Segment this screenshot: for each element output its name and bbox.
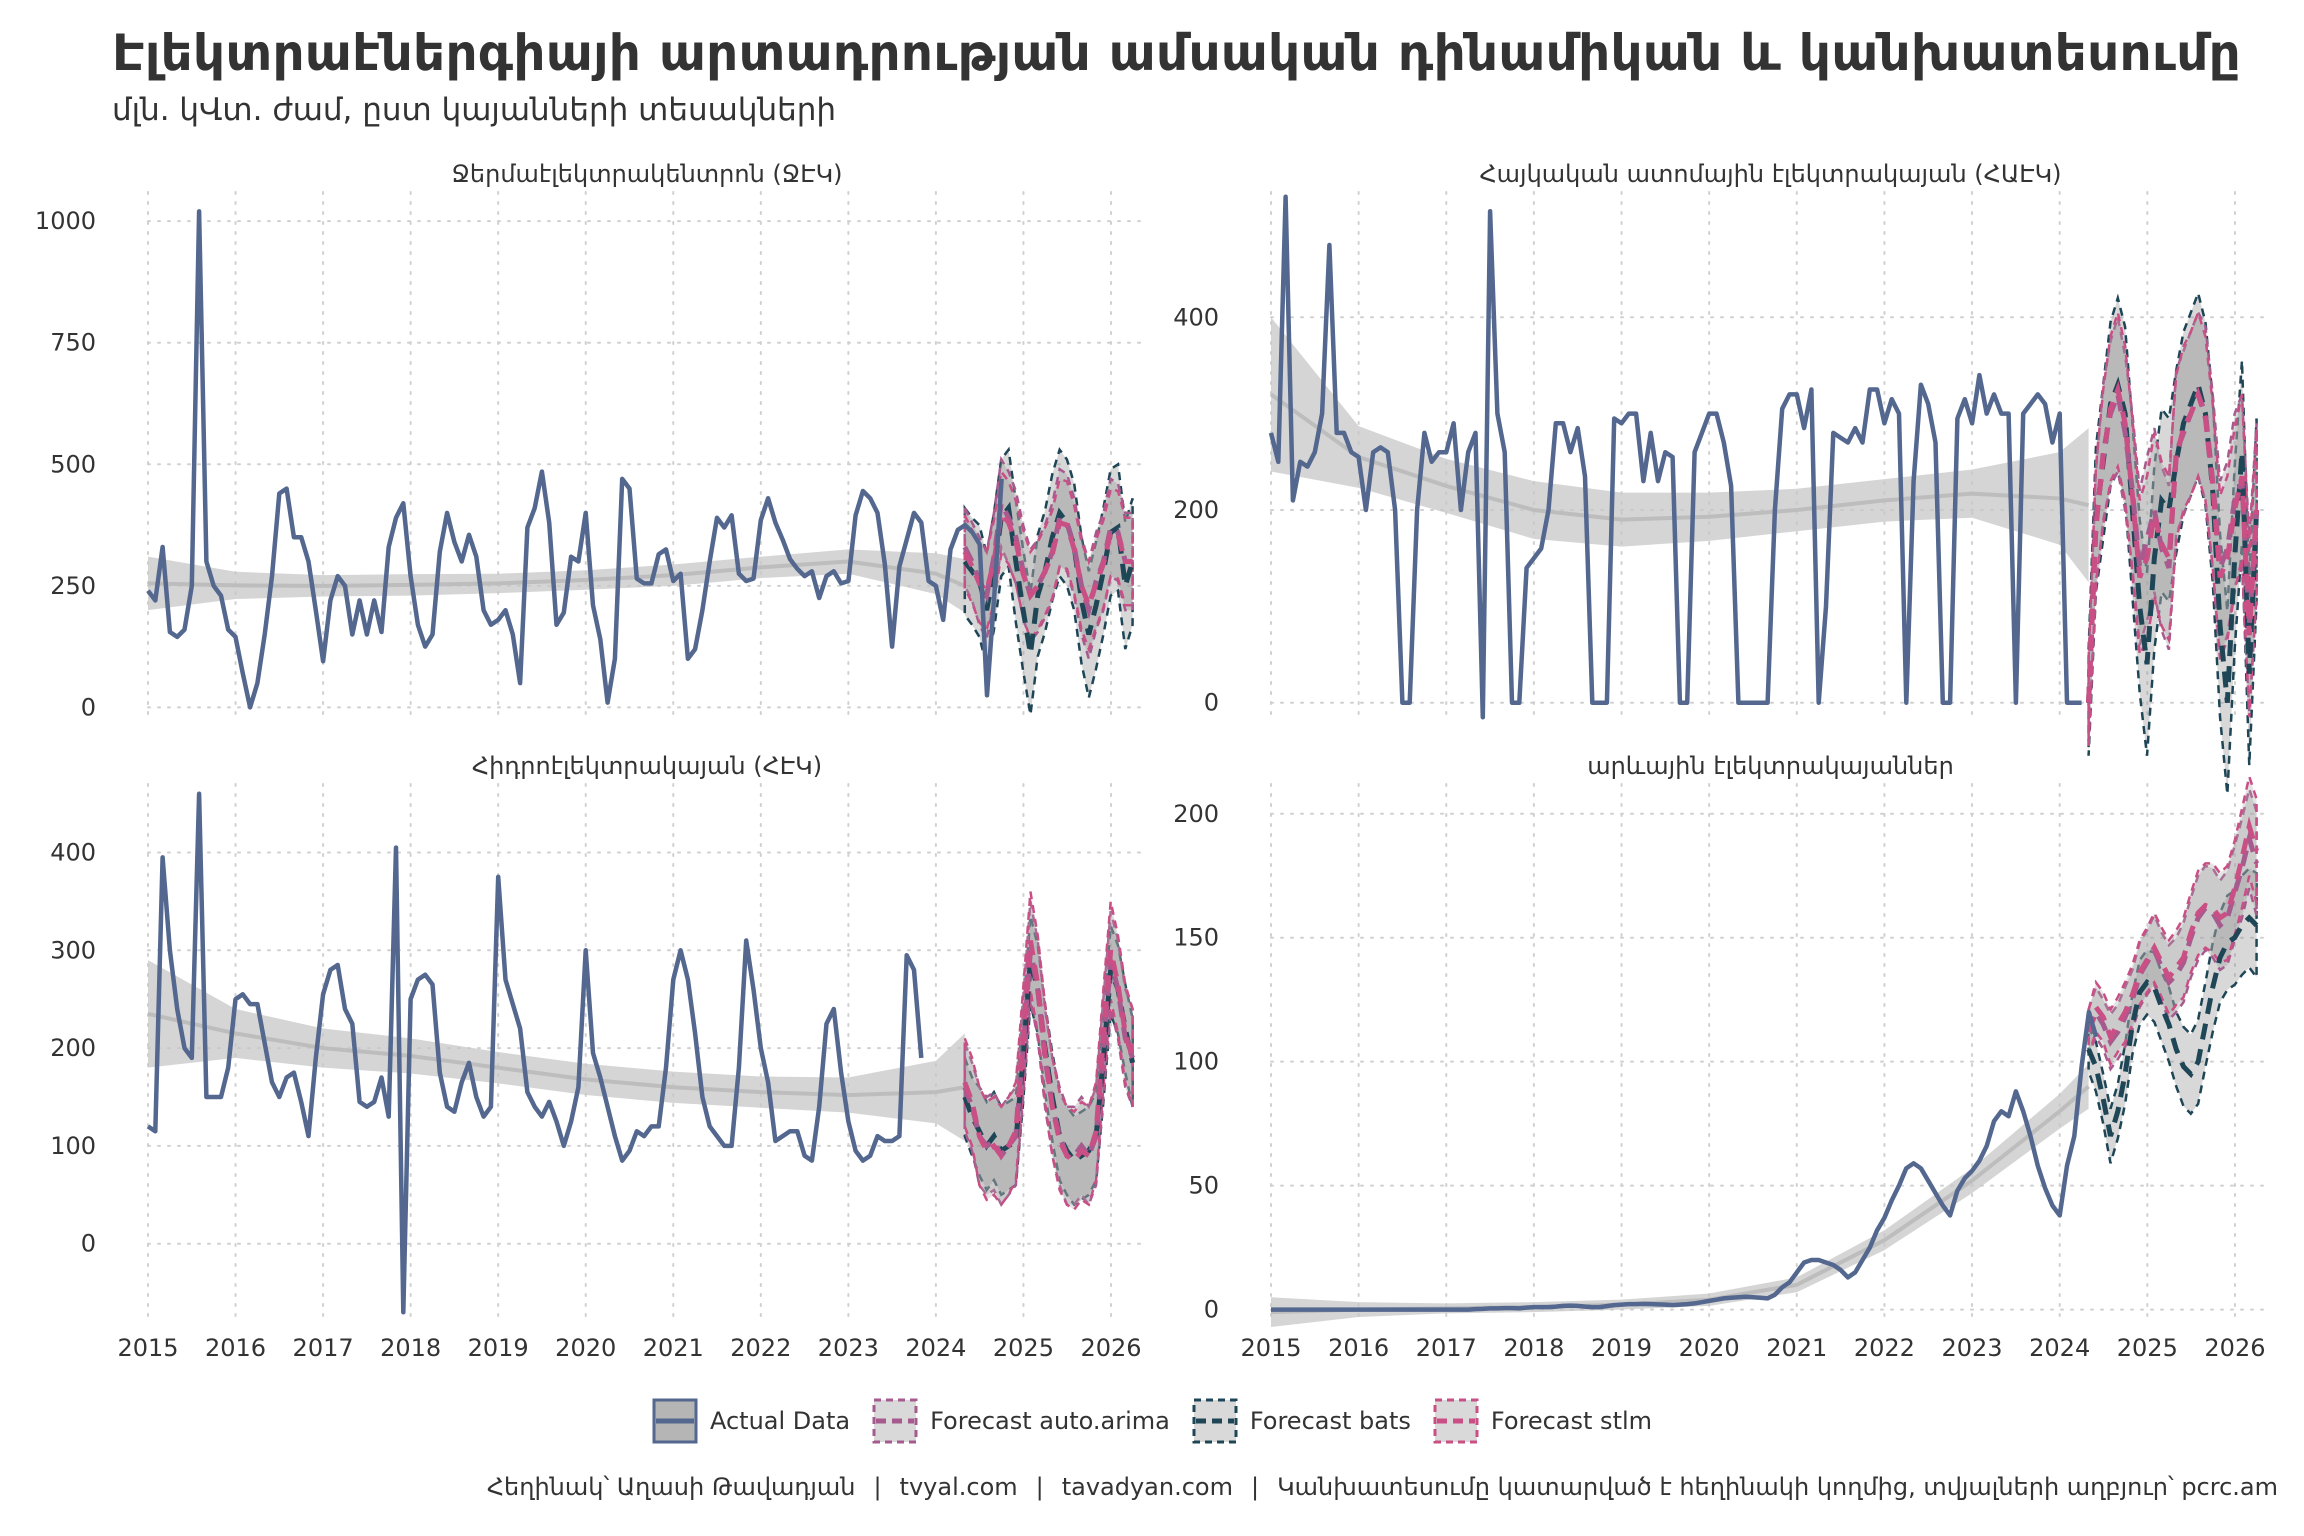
- actual-data-line: [146, 791, 924, 1315]
- legend-key-stlm: [1433, 1398, 1479, 1444]
- x-tick-label: 2015: [1240, 1334, 1301, 1362]
- forecast-stlm-line: [962, 940, 1135, 1165]
- forecast-auto-arima-line: [962, 494, 1133, 620]
- y-tick-label: 100: [50, 1132, 96, 1160]
- smooth-confidence-band: [1271, 317, 2089, 583]
- caption-author: Հեղինակ՝ Աղասի Թավադյան: [486, 1473, 856, 1501]
- panel-title: Հիդրոէլեկտրակայան (ՀԷԿ): [472, 752, 822, 780]
- actual-data-line: [1271, 1009, 2099, 1312]
- x-tick-label: 2017: [1416, 1334, 1477, 1362]
- caption: Հեղինակ՝ Աղասի Թավադյան | tvyal.com | tavady…: [487, 1473, 2278, 1501]
- y-tick-label: 0: [1204, 689, 1219, 717]
- x-tick-label: 2022: [730, 1334, 791, 1362]
- legend-label: Forecast auto.arima: [930, 1407, 1170, 1435]
- x-tick-label: 2022: [1854, 1334, 1915, 1362]
- panel-4: արևային էլեկտրակայաններ 0 50 100 150 200 2015 2…: [1173, 752, 2271, 1362]
- legend-item-bats: Forecast bats: [1192, 1398, 1411, 1444]
- panel-title: Ջերմաէլեկտրակենտրոն (ՋԷԿ): [451, 160, 842, 188]
- forecast-auto-arima-line: [2086, 828, 2259, 1047]
- x-tick-label: 2020: [1679, 1334, 1740, 1362]
- smooth-confidence-band: [148, 960, 965, 1142]
- panel-1: Ջերմաէլեկտրակենտրոն (ՋԷԿ) 0 250 500 750 1000: [35, 160, 1147, 723]
- forecast-bats-line: [2086, 914, 2259, 1137]
- y-tick-label: 0: [81, 1230, 96, 1258]
- x-tick-label: 2024: [2029, 1334, 2090, 1362]
- caption-site-tavadyan: tavadyan.com: [1061, 1473, 1233, 1501]
- x-tick-label: 2025: [2117, 1334, 2178, 1362]
- caption-separator: |: [873, 1473, 882, 1501]
- x-tick-label: 2019: [1591, 1334, 1652, 1362]
- legend-item-auto-arima: Forecast auto.arima: [872, 1398, 1170, 1444]
- smooth-trend-line: [147, 559, 966, 588]
- x-tick-label: 2025: [993, 1334, 1054, 1362]
- actual-data-line: [1268, 194, 2082, 720]
- legend-label: Actual Data: [709, 1407, 851, 1435]
- y-tick-label: 750: [50, 329, 96, 357]
- legend-label: Forecast bats: [1249, 1407, 1411, 1435]
- x-tick-label: 2026: [2204, 1334, 2265, 1362]
- x-tick-label: 2023: [1942, 1334, 2003, 1362]
- x-tick-label: 2021: [643, 1334, 704, 1362]
- x-tick-label: 2020: [555, 1334, 616, 1362]
- x-tick-label: 2018: [380, 1334, 441, 1362]
- chart-title: Էլեկտրաէներգիայի արտադրության ամսական դի…: [112, 24, 2242, 82]
- y-tick-label: 50: [1188, 1172, 1219, 1200]
- forecast-stlm-band: [2087, 307, 2258, 747]
- panel-2: Հայկական ատոմային էլեկտրակայան (ՀԱԷԿ) 0 20…: [1173, 160, 2271, 795]
- forecast-bats-line: [962, 501, 1135, 655]
- forecast-stlm-band: [2087, 771, 2258, 1068]
- x-tick-label: 2021: [1766, 1334, 1827, 1362]
- y-tick-label: 0: [81, 693, 96, 721]
- y-tick-label: 400: [1173, 303, 1219, 331]
- y-tick-label: 400: [50, 838, 96, 866]
- smooth-trend-line: [1270, 1084, 2090, 1315]
- y-tick-label: 150: [1173, 924, 1219, 952]
- caption-separator: |: [1251, 1473, 1260, 1501]
- actual-data-line: [146, 209, 1004, 710]
- legend-item-stlm: Forecast stlm: [1433, 1398, 1652, 1444]
- caption-site-tvyal: tvyal.com: [899, 1473, 1018, 1501]
- legend: Actual Data Forecast auto.arima Forecast b…: [0, 1398, 2304, 1444]
- y-tick-label: 250: [50, 572, 96, 600]
- smooth-trend-line: [1269, 392, 2090, 522]
- x-tick-label: 2018: [1503, 1334, 1564, 1362]
- y-tick-label: 200: [1173, 496, 1219, 524]
- panel-3: Հիդրոէլեկտրակայան (ՀԷԿ) 0 100 200 300 400 2015…: [50, 752, 1147, 1362]
- y-tick-label: 500: [50, 450, 96, 478]
- legend-key-actual: [652, 1398, 698, 1444]
- caption-separator: |: [1035, 1473, 1044, 1501]
- chart-subtitle: մլն. կՎտ. ժամ, ըստ կայանների տեսակների: [112, 92, 837, 128]
- caption-source-note: Կանխատեսումը կատարված է հեղինակի կողմից,…: [1277, 1473, 2278, 1501]
- y-tick-label: 200: [50, 1034, 96, 1062]
- x-tick-label: 2015: [117, 1334, 178, 1362]
- smooth-trend-line: [147, 1011, 966, 1098]
- legend-key-bats: [1192, 1398, 1238, 1444]
- x-tick-label: 2017: [293, 1334, 354, 1362]
- y-tick-label: 200: [1173, 800, 1219, 828]
- y-tick-label: 100: [1173, 1048, 1219, 1076]
- x-tick-label: 2016: [1328, 1334, 1389, 1362]
- legend-label: Forecast stlm: [1490, 1407, 1653, 1435]
- legend-key-auto-arima: [872, 1398, 918, 1444]
- x-tick-label: 2023: [818, 1334, 879, 1362]
- x-tick-label: 2019: [468, 1334, 529, 1362]
- forecast-stlm-line: [2086, 380, 2260, 703]
- x-tick-label: 2026: [1080, 1334, 1141, 1362]
- x-tick-label: 2024: [905, 1334, 966, 1362]
- y-tick-label: 300: [50, 936, 96, 964]
- y-tick-label: 1000: [35, 207, 96, 235]
- panel-title: Հայկական ատոմային էլեկտրակայան (ՀԱԷԿ): [1480, 160, 2062, 188]
- x-tick-label: 2016: [205, 1334, 266, 1362]
- smooth-confidence-band: [1271, 1064, 2089, 1327]
- legend-item-actual: Actual Data: [652, 1398, 850, 1444]
- y-tick-label: 0: [1204, 1296, 1219, 1324]
- forecast-stlm-band: [963, 891, 1134, 1212]
- panel-title: արևային էլեկտրակայաններ: [1587, 752, 1954, 780]
